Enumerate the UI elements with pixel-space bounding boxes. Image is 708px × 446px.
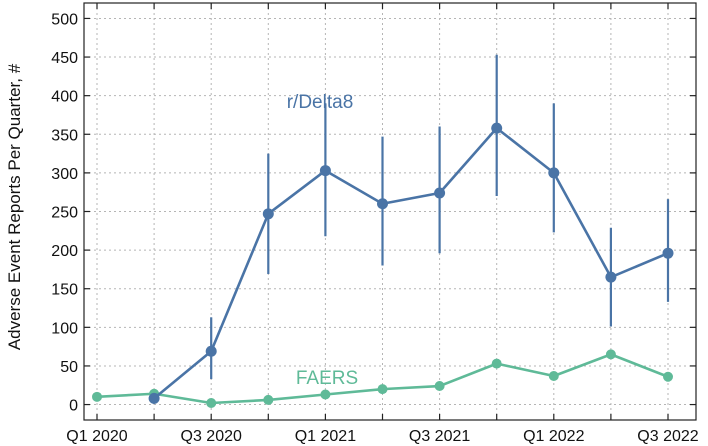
data-point (262, 208, 274, 220)
data-point (491, 122, 503, 134)
data-point (663, 371, 673, 382)
axes-layer: 0 50 100 150 200 250 300 350 400 450 500 Q1 2020 Q3 … (51, 2, 699, 445)
data-point (377, 198, 388, 210)
data-point (491, 358, 502, 369)
y-axis-label: Adverse Event Reports Per Quarter, # (5, 63, 24, 350)
data-point (434, 381, 445, 392)
data-point (263, 394, 274, 405)
data-point (434, 187, 446, 199)
data-point (662, 247, 674, 259)
data-point (377, 384, 388, 395)
data-point (320, 389, 331, 400)
y-tick-label: 100 (51, 320, 78, 337)
y-tick-label: 300 (51, 166, 78, 183)
y-tick-label: 200 (51, 243, 78, 260)
y-tick-label: 500 (51, 11, 78, 28)
y-tick-label: 0 (69, 398, 78, 415)
data-point (548, 167, 560, 179)
y-tick-label: 150 (51, 282, 78, 299)
series-layer (92, 54, 674, 409)
data-point (148, 392, 160, 404)
data-point (205, 345, 217, 357)
y-tick-label: 450 (51, 50, 78, 67)
x-tick-label: Q1 2022 (523, 428, 584, 445)
series-line (153, 126, 669, 400)
grid-layer (84, 3, 696, 420)
series-label-r-delta8: r/Delta8 (287, 92, 354, 113)
data-point (605, 271, 617, 283)
data-point (319, 165, 331, 177)
x-tick-label: Q1 2020 (66, 428, 127, 445)
data-point (605, 349, 616, 360)
data-point (92, 391, 102, 402)
y-tick-label: 50 (60, 359, 78, 376)
series-label-faers: FAERS (296, 368, 358, 389)
series-r-delta8 (148, 54, 674, 404)
x-tick-label: Q3 2021 (409, 428, 470, 445)
data-point (206, 398, 217, 409)
plot-frame (83, 2, 697, 421)
x-tick-label: Q3 2022 (637, 428, 698, 445)
y-tick-label: 350 (51, 127, 78, 144)
data-point (548, 370, 559, 381)
y-tick-label: 250 (51, 205, 78, 222)
x-tick-label: Q3 2020 (181, 428, 242, 445)
x-tick-label: Q1 2021 (295, 428, 356, 445)
y-tick-label: 400 (51, 89, 78, 106)
